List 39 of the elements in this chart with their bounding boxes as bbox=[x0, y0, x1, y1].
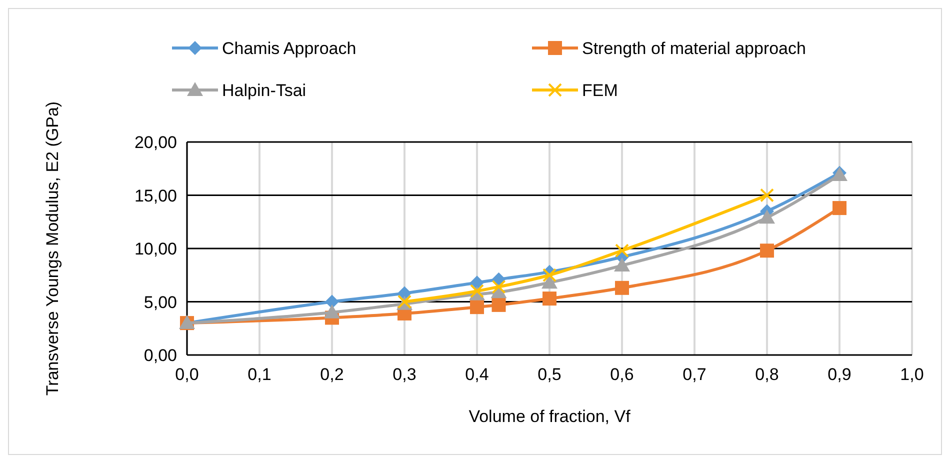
x-tick-label: 0,4 bbox=[465, 365, 489, 384]
point bbox=[760, 188, 774, 202]
point bbox=[492, 298, 506, 312]
y-tick-label: 20,00 bbox=[134, 133, 177, 152]
point bbox=[614, 258, 630, 272]
point bbox=[398, 286, 412, 300]
x-tick-label: 0,6 bbox=[610, 365, 634, 384]
y-tick-label: 15,00 bbox=[134, 186, 177, 206]
point bbox=[759, 210, 775, 224]
x-tick-label: 0,2 bbox=[320, 365, 344, 384]
x-tick-label: 0,1 bbox=[248, 365, 272, 384]
legend-label: Strength of material approach bbox=[582, 39, 806, 58]
y-tick-label: 5,00 bbox=[144, 292, 177, 312]
x-tick-label: 0,3 bbox=[392, 365, 416, 384]
point bbox=[615, 244, 629, 258]
point bbox=[324, 304, 340, 318]
point bbox=[492, 280, 506, 294]
point bbox=[542, 274, 558, 289]
point bbox=[542, 292, 556, 306]
point bbox=[470, 300, 484, 314]
point bbox=[470, 276, 484, 290]
x-tick-label: 0,8 bbox=[755, 365, 779, 384]
legend-label: FEM bbox=[582, 81, 618, 100]
y-tick-label: 0,00 bbox=[144, 346, 177, 365]
x-tick-label: 0,9 bbox=[828, 365, 852, 384]
point bbox=[325, 294, 339, 309]
point bbox=[615, 280, 629, 295]
x-tick-label: 1,0 bbox=[900, 365, 924, 384]
x-tick-label: 0,5 bbox=[538, 365, 562, 384]
x-axis-title: Volume of fraction, Vf bbox=[468, 407, 631, 426]
legend-label: Chamis Approach bbox=[222, 39, 356, 58]
point bbox=[542, 268, 556, 282]
y-axis-title: Transverse Youngs Modulus, E2 (GPa) bbox=[43, 101, 62, 396]
legend-label: Halpin-Tsai bbox=[222, 81, 306, 100]
x-tick-label: 0,7 bbox=[682, 365, 706, 384]
x-tick-label: 0,0 bbox=[175, 365, 199, 384]
point bbox=[832, 201, 846, 216]
y-tick-label: 10,00 bbox=[134, 240, 177, 258]
point bbox=[760, 244, 774, 258]
